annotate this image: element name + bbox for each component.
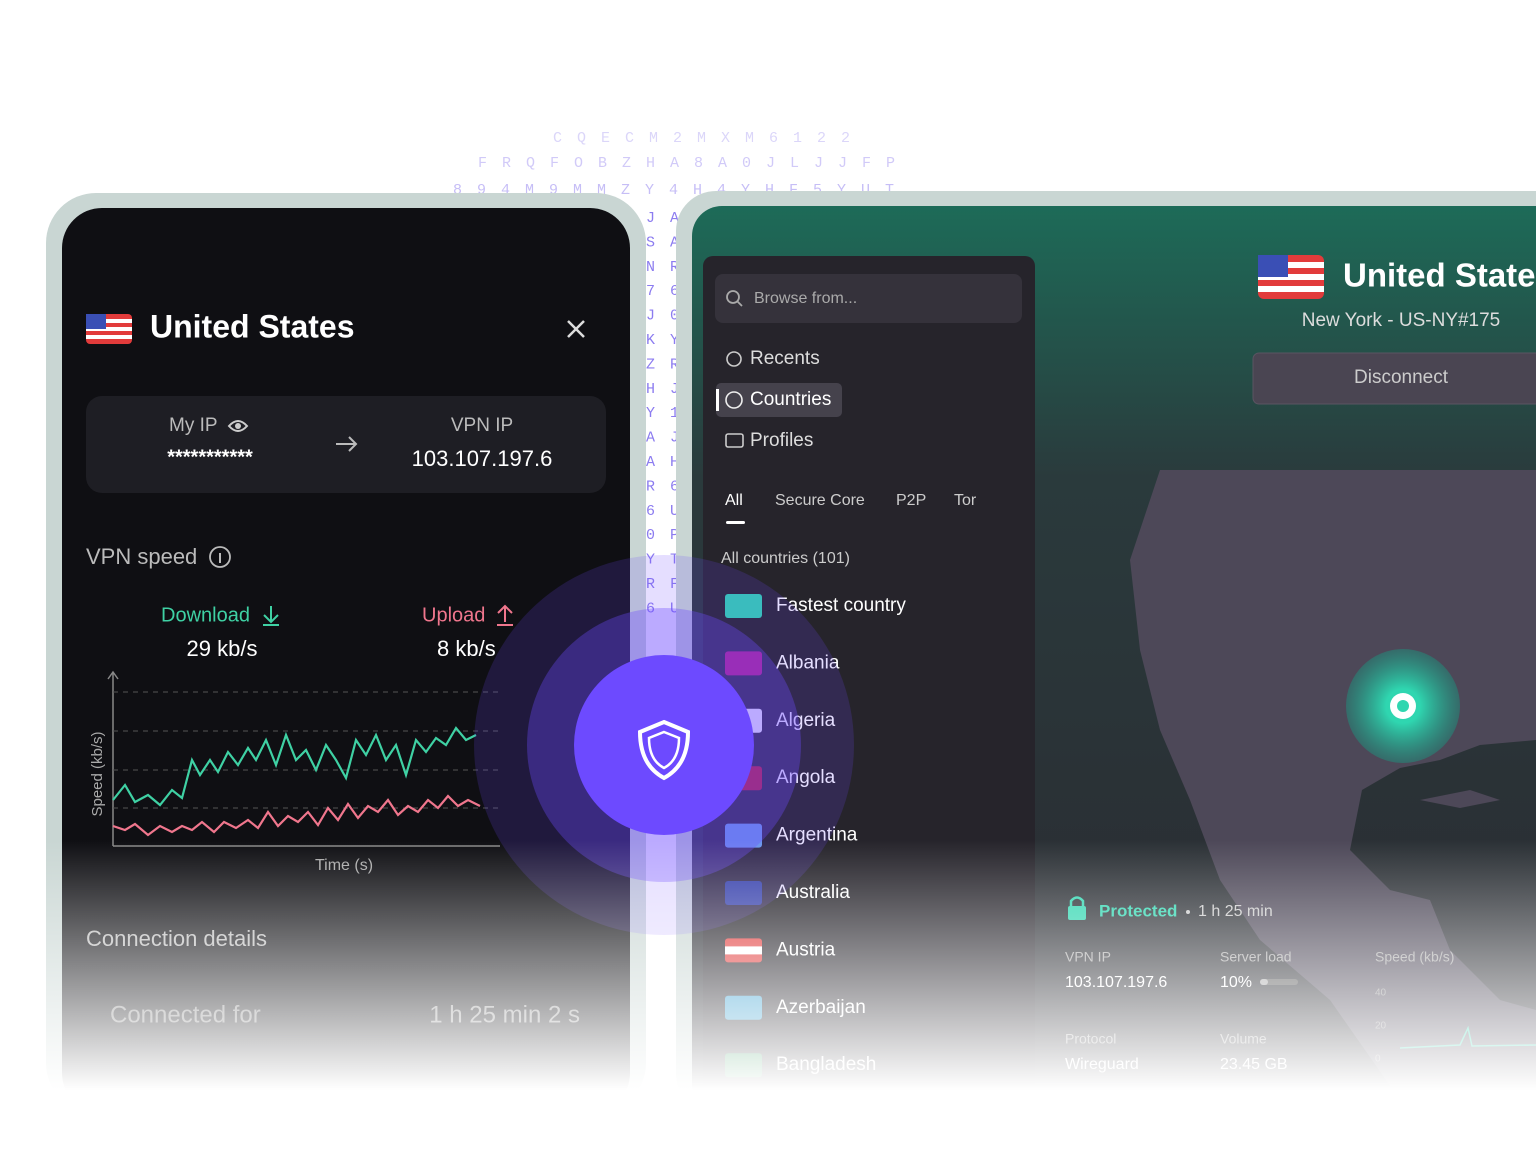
nav-item[interactable]: Recents [750, 348, 820, 369]
filter-tab[interactable]: P2P [896, 492, 926, 509]
download-label: Download [161, 604, 250, 626]
fade [0, 840, 1536, 1090]
upload-value: 8 kb/s [437, 636, 496, 661]
vpn-ip: 103.107.197.6 [412, 446, 553, 471]
tab-indicator [726, 521, 745, 524]
country-name[interactable]: Angola [776, 767, 836, 788]
nav-active[interactable] [716, 383, 842, 417]
server-name: New York - US-NY#175 [1302, 310, 1501, 331]
shield-icon [637, 719, 691, 781]
vpn-ip-label: VPN IP [451, 415, 513, 436]
country-name[interactable]: Algeria [776, 710, 836, 731]
nav-item[interactable]: Profiles [750, 430, 813, 451]
shield-button[interactable] [574, 655, 754, 835]
country-name[interactable]: Fastest country [776, 595, 906, 616]
nav-item[interactable]: Countries [750, 389, 831, 410]
filter-tab[interactable]: Secure Core [775, 492, 865, 509]
code-row: C Q E C M 2 M X M 6 1 2 2 [553, 130, 853, 147]
download-icon [263, 606, 279, 626]
profiles-icon [725, 433, 744, 448]
filter-tab[interactable]: Tor [954, 492, 977, 509]
search-box[interactable] [715, 274, 1022, 323]
country-flag [725, 594, 762, 618]
eye-icon[interactable] [227, 420, 249, 432]
arrow-icon [336, 436, 358, 452]
us-flag-large [1258, 255, 1324, 299]
upload-label: Upload [422, 604, 485, 626]
my-ip: *********** [167, 446, 253, 468]
info-icon[interactable] [209, 546, 231, 568]
connected-country: United States [1343, 257, 1536, 294]
countries-icon [725, 391, 743, 409]
recents-icon [726, 351, 742, 367]
my-ip-label: My IP [169, 415, 218, 436]
us-flag [86, 314, 132, 344]
y-axis-label: Speed (kb/s) [89, 731, 106, 816]
upload-icon [497, 604, 513, 626]
filter-tab[interactable]: All [725, 492, 743, 509]
close-icon[interactable] [567, 320, 585, 338]
list-header: All countries (101) [721, 550, 850, 567]
code-row: F R Q F O B Z H A 8 A 0 J L J J F P [478, 155, 898, 172]
country-title: United States [150, 308, 354, 344]
disconnect-button[interactable] [1252, 352, 1536, 405]
country-name[interactable]: Albania [776, 652, 840, 673]
country-flag [725, 651, 762, 676]
disconnect-label[interactable]: Disconnect [1354, 367, 1449, 388]
search-placeholder: Browse from... [754, 290, 857, 307]
speed-title: VPN speed [86, 544, 197, 569]
download-value: 29 kb/s [187, 636, 258, 661]
